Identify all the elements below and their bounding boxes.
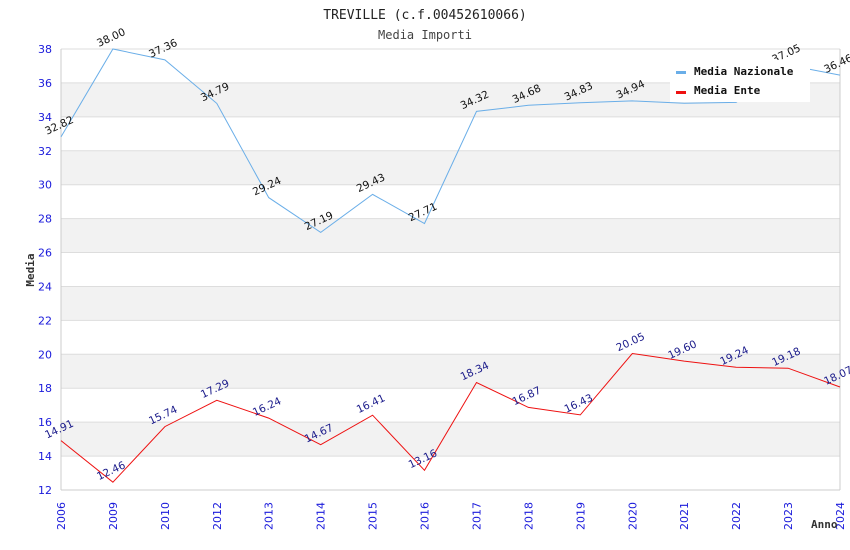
y-tick-label: 18 bbox=[38, 382, 52, 395]
y-tick-label: 16 bbox=[38, 416, 52, 429]
data-label: 16.41 bbox=[355, 392, 387, 416]
y-tick-label: 22 bbox=[38, 314, 52, 327]
x-tick-label: 2023 bbox=[782, 502, 795, 530]
x-tick-label: 2021 bbox=[678, 502, 691, 530]
series-line-nazionale bbox=[60, 48, 841, 234]
chart-subtitle: Media Importi bbox=[378, 28, 472, 42]
x-tick-label: 2024 bbox=[834, 502, 847, 530]
x-tick-label: 2006 bbox=[55, 502, 68, 530]
y-tick-label: 30 bbox=[38, 179, 52, 192]
x-tick-label: 2020 bbox=[626, 502, 639, 530]
data-label: 36.46 bbox=[822, 52, 850, 76]
background-bands bbox=[61, 82, 840, 457]
x-tick-label: 2012 bbox=[211, 502, 224, 530]
x-tick-label: 2014 bbox=[315, 502, 328, 530]
band bbox=[61, 422, 840, 457]
x-tick-label: 2017 bbox=[470, 502, 483, 530]
legend-label-nazionale: Media Nazionale bbox=[694, 65, 794, 78]
y-tick-label: 38 bbox=[38, 43, 52, 56]
y-tick-label: 20 bbox=[38, 348, 52, 361]
y-tick-label: 28 bbox=[38, 213, 52, 226]
x-tick-label: 2015 bbox=[367, 502, 380, 530]
series-lines bbox=[60, 48, 841, 483]
data-label: 16.43 bbox=[563, 392, 595, 416]
x-tick-label: 2010 bbox=[159, 502, 172, 530]
grid-lines bbox=[60, 48, 841, 491]
x-tick-label: 2013 bbox=[263, 502, 276, 530]
data-label: 16.24 bbox=[251, 395, 284, 419]
y-tick-label: 34 bbox=[38, 111, 52, 124]
legend-swatch-ente bbox=[676, 91, 686, 94]
legend-label-ente: Media Ente bbox=[694, 84, 761, 97]
data-label: 20.05 bbox=[614, 331, 646, 355]
legend-box bbox=[670, 60, 810, 102]
band bbox=[61, 218, 840, 253]
x-tick-label: 2019 bbox=[574, 502, 587, 530]
y-axis-ticks: 12 14 16 18 20 22 24 26 28 30 32 34 36 38 bbox=[38, 43, 52, 497]
x-axis-ticks: 2006 2009 2010 2012 2013 2014 2015 2016 2017 2018… bbox=[55, 502, 847, 530]
band bbox=[61, 286, 840, 321]
band bbox=[61, 354, 840, 389]
legend-swatch-nazionale bbox=[676, 71, 686, 74]
y-tick-label: 14 bbox=[38, 450, 52, 463]
y-axis-label: Media bbox=[24, 253, 37, 286]
y-tick-label: 12 bbox=[38, 484, 52, 497]
x-tick-label: 2018 bbox=[522, 502, 535, 530]
x-tick-label: 2016 bbox=[419, 502, 432, 530]
y-tick-label: 26 bbox=[38, 247, 52, 260]
x-axis-label: Anno bbox=[811, 518, 838, 531]
x-tick-label: 2009 bbox=[107, 502, 120, 530]
y-tick-label: 36 bbox=[38, 77, 52, 90]
legend: Media Nazionale Media Ente bbox=[670, 60, 810, 102]
data-label: 37.36 bbox=[147, 37, 180, 61]
y-tick-label: 32 bbox=[38, 145, 52, 158]
x-tick-label: 2022 bbox=[730, 502, 743, 530]
chart-title: TREVILLE (c.f.00452610066) bbox=[323, 8, 527, 23]
data-label: 38.00 bbox=[95, 26, 127, 50]
data-label: 12.46 bbox=[95, 459, 128, 483]
series-line-ente bbox=[60, 352, 841, 483]
y-tick-label: 24 bbox=[38, 280, 52, 293]
